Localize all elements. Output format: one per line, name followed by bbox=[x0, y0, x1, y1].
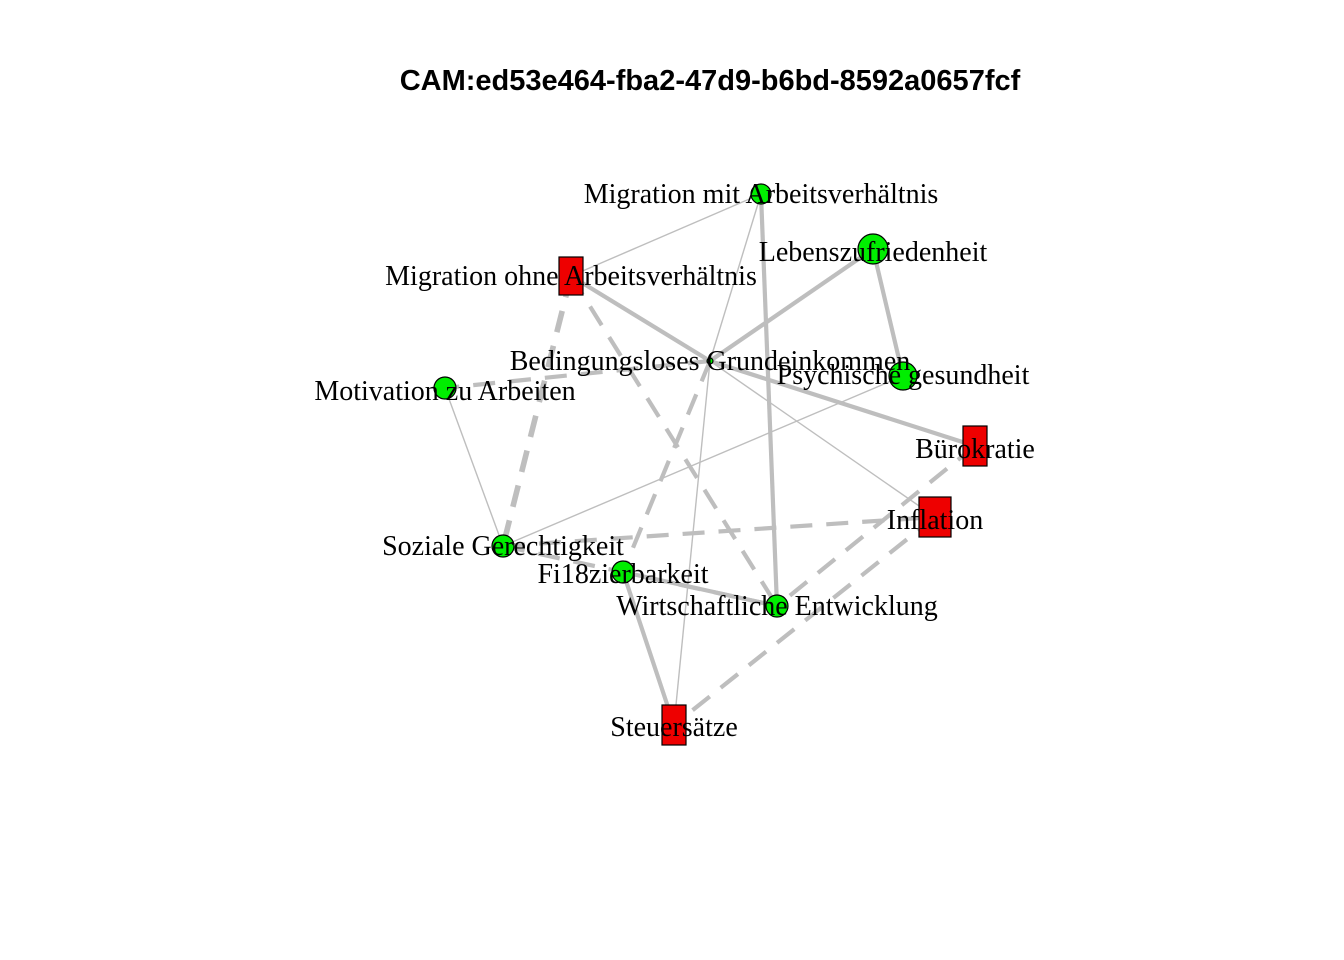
node-label-inf: Inflation bbox=[887, 505, 983, 536]
node-label-sg: Soziale Gerechtigkeit bbox=[382, 531, 624, 562]
node-layer bbox=[433, 183, 988, 746]
node-moa bbox=[558, 256, 584, 296]
node-label-bge: Bedingungsloses Grundeinkommen bbox=[510, 346, 911, 377]
node-label-bk: Bürokratie bbox=[915, 434, 1035, 465]
node-label-mza: Motivation zu Arbeiten bbox=[314, 376, 575, 407]
node-sg bbox=[491, 534, 515, 558]
edge-bge-bk bbox=[709, 359, 976, 448]
edge-mma-we bbox=[758, 193, 780, 607]
node-mma bbox=[750, 183, 772, 205]
node-inf bbox=[918, 496, 952, 538]
node-label-lz: Lebenszufriedenheit bbox=[759, 237, 988, 268]
node-bge bbox=[706, 357, 714, 365]
edge-inf-st bbox=[672, 515, 937, 727]
edge-moa-sg bbox=[500, 275, 574, 547]
edge-sg-inf bbox=[502, 514, 936, 549]
edge-bk-we bbox=[775, 444, 977, 608]
node-we bbox=[765, 594, 789, 618]
edge-moa-we bbox=[569, 274, 779, 608]
edge-bge-inf bbox=[709, 360, 936, 518]
edge-mma-moa bbox=[570, 193, 762, 277]
node-bk bbox=[962, 425, 988, 467]
edge-fin-st bbox=[621, 571, 676, 726]
edge-bge-fin bbox=[621, 360, 712, 573]
edge-moa-bge bbox=[569, 274, 712, 363]
edge-mma-bge bbox=[709, 193, 762, 362]
node-st bbox=[661, 704, 687, 746]
node-label-moa: Migration ohne Arbeitsverhältnis bbox=[385, 261, 757, 292]
edge-bge-st bbox=[673, 360, 711, 726]
edge-layer bbox=[444, 193, 977, 727]
node-label-mma: Migration mit Arbeitsverhältnis bbox=[584, 179, 939, 210]
edge-lz-bge bbox=[708, 247, 875, 363]
node-label-fin: Fi18zierbarkeit bbox=[537, 559, 708, 590]
edge-sg-we bbox=[502, 543, 778, 609]
node-mza bbox=[433, 376, 457, 400]
node-label-pg: Psychische gesundheit bbox=[777, 360, 1030, 391]
node-fin bbox=[611, 560, 635, 584]
edge-pg-sg bbox=[502, 375, 904, 547]
node-label-st: Steuersätze bbox=[610, 712, 738, 743]
edge-lz-pg bbox=[870, 248, 906, 377]
label-layer: Migration mit Arbeitsverhältnis Lebenszuf… bbox=[314, 179, 1035, 743]
node-label-we: Wirtschaftliche Entwicklung bbox=[616, 591, 938, 622]
edge-mza-sg bbox=[444, 387, 504, 547]
node-lz bbox=[857, 233, 889, 265]
node-pg bbox=[888, 361, 918, 391]
chart-title: CAM:ed53e464-fba2-47d9-b6bd-8592a0657fcf bbox=[400, 65, 1021, 97]
edge-bge-mza bbox=[444, 358, 711, 391]
